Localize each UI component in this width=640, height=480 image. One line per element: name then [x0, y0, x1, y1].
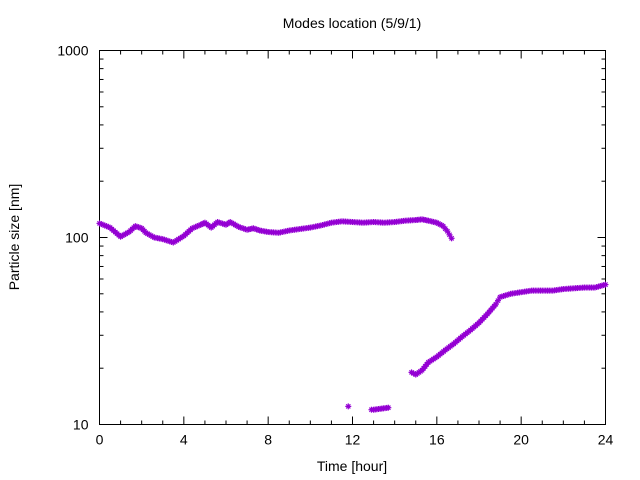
data-point [448, 235, 455, 242]
chart-title: Modes location (5/9/1) [283, 15, 422, 31]
plot-frame [99, 50, 606, 425]
x-tick-label: 24 [598, 432, 614, 448]
x-tick-label: 8 [264, 432, 272, 448]
x-tick-label: 16 [429, 432, 445, 448]
y-axis-label: Particle size [nm] [6, 184, 22, 291]
x-tick-label: 20 [513, 432, 529, 448]
x-tick-label: 4 [180, 432, 188, 448]
data-points [96, 216, 609, 413]
data-point [345, 403, 352, 410]
data-point [385, 404, 392, 411]
y-tick-label: 1000 [57, 43, 88, 59]
x-tick-label: 12 [345, 432, 361, 448]
y-tick-label: 100 [65, 230, 89, 246]
x-tick-label: 0 [96, 432, 104, 448]
y-tick-label: 10 [73, 417, 89, 433]
x-axis-label: Time [hour] [317, 458, 387, 474]
axis-ticks: 0 4 8 12 16 20 24 10 100 1000 [57, 43, 613, 448]
data-point [602, 281, 609, 288]
